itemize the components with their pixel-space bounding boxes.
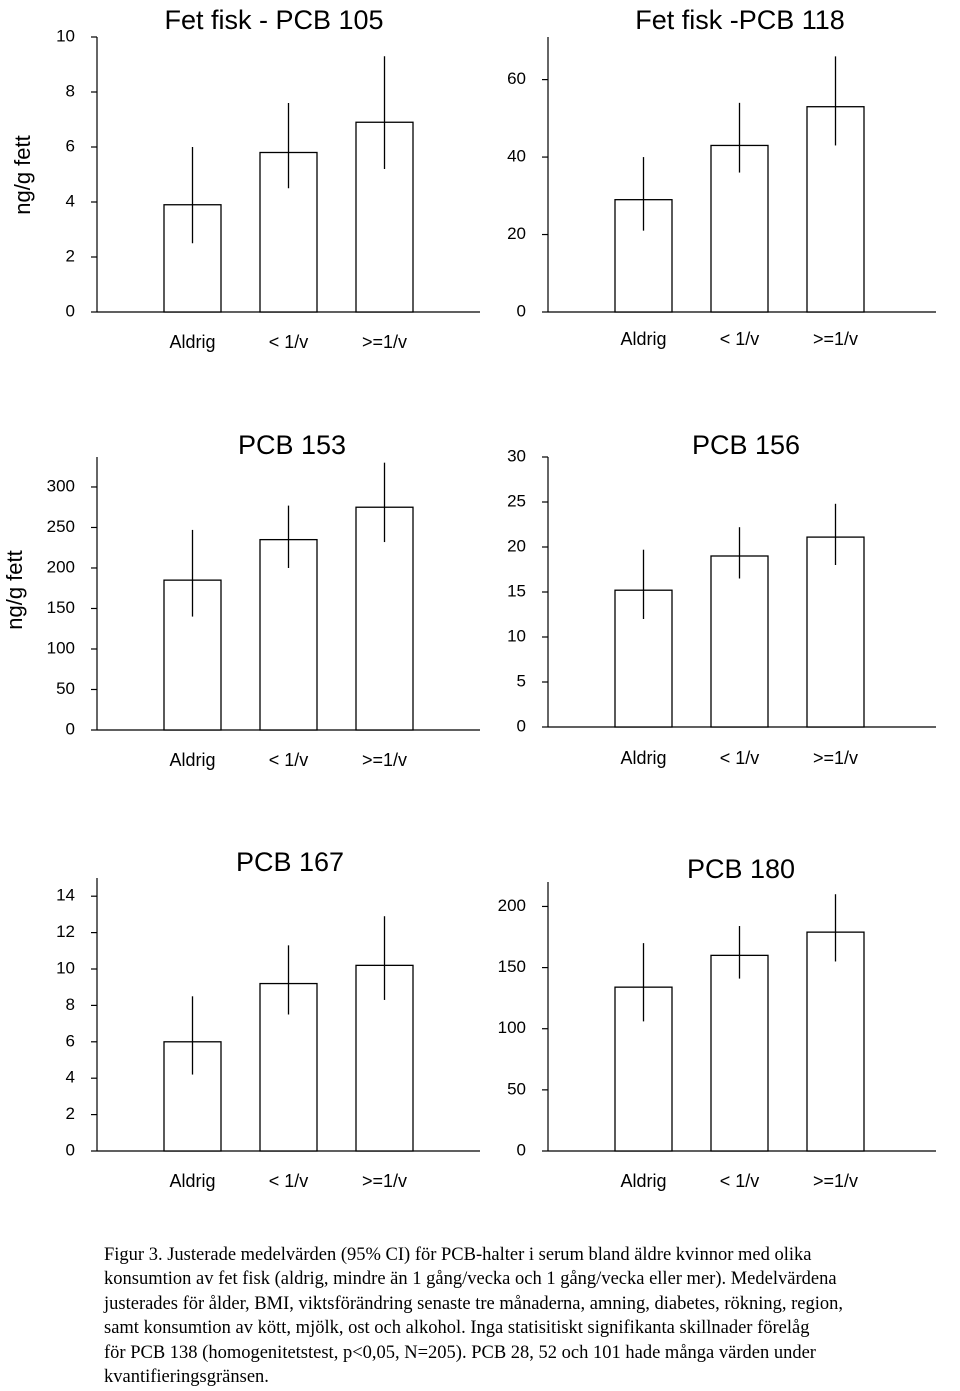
y-tick-label: 0 xyxy=(66,719,75,738)
x-category-label: >=1/v xyxy=(362,1171,407,1191)
bar-1-v xyxy=(710,954,769,1152)
chart-pcb-105: Fet fisk - PCB 105 0 2 4 6 8 10 Aldrig < 1/v >=1/… xyxy=(56,5,480,352)
figure: ng/g fett ng/g fett Fet fisk - PCB 105 0 2… xyxy=(2,5,936,1191)
y-tick-label: 10 xyxy=(56,26,75,45)
chart-pcb-180: PCB 180 0 50 100 150 200 Aldrig < 1/v >=1/v xyxy=(498,854,936,1191)
chart-pcb-156: PCB 156 0 5 10 15 20 25 30 Aldrig < 1/v >=1/v xyxy=(507,430,936,768)
y-tick-label: 0 xyxy=(517,301,526,320)
y-tick-label: 2 xyxy=(66,246,75,265)
x-category-label: >=1/v xyxy=(813,748,858,768)
y-tick-label: 20 xyxy=(507,224,526,243)
bar-1-v xyxy=(806,536,865,728)
chart-title: Fet fisk - PCB 105 xyxy=(164,5,383,35)
chart-title: PCB 167 xyxy=(236,847,344,877)
x-category-label: Aldrig xyxy=(169,332,215,352)
x-category-label: Aldrig xyxy=(169,1171,215,1191)
y-tick-label: 50 xyxy=(507,1079,526,1098)
y-axis-label-middle: ng/g fett xyxy=(2,550,27,630)
y-tick-label: 0 xyxy=(66,301,75,320)
x-category-label: < 1/v xyxy=(269,332,309,352)
y-tick-label: 40 xyxy=(507,147,526,166)
y-tick-label: 8 xyxy=(66,81,75,100)
y-tick-label: 2 xyxy=(66,1104,75,1123)
y-tick-label: 100 xyxy=(498,1018,526,1037)
y-tick-label: 50 xyxy=(56,679,75,698)
y-tick-label: 6 xyxy=(66,1031,75,1050)
y-tick-label: 10 xyxy=(56,958,75,977)
bar-1-v xyxy=(710,555,769,728)
x-category-label: < 1/v xyxy=(269,750,309,770)
y-tick-label: 200 xyxy=(498,896,526,915)
y-tick-label: 25 xyxy=(507,491,526,510)
y-tick-label: 150 xyxy=(47,598,75,617)
chart-pcb-153: PCB 153 0 50 100 150 200 250 300 Aldrig < 1/v >=1/… xyxy=(47,430,480,770)
chart-title: PCB 153 xyxy=(238,430,346,460)
y-tick-label: 14 xyxy=(56,886,75,905)
bar-1-v xyxy=(355,121,414,313)
x-category-label: < 1/v xyxy=(720,329,760,349)
y-tick-label: 150 xyxy=(498,957,526,976)
y-tick-label: 300 xyxy=(47,476,75,495)
y-axis-label-top: ng/g fett xyxy=(10,135,35,215)
chart-title: Fet fisk -PCB 118 xyxy=(635,5,845,35)
y-tick-label: 0 xyxy=(517,716,526,735)
chart-pcb-167: PCB 167 0 2 4 6 8 10 12 14 Aldrig < 1/v >=1/v xyxy=(56,847,480,1191)
y-tick-label: 4 xyxy=(66,1068,75,1087)
bar-1-v xyxy=(355,506,414,731)
y-tick-label: 0 xyxy=(66,1140,75,1159)
chart-title: PCB 180 xyxy=(687,854,795,884)
y-tick-label: 200 xyxy=(47,557,75,576)
y-tick-label: 20 xyxy=(507,536,526,555)
bar-1-v xyxy=(710,144,769,313)
chart-pcb-118: Fet fisk -PCB 118 0 20 40 60 Aldrig < 1/v >=1/v xyxy=(507,5,936,349)
y-tick-label: 8 xyxy=(66,995,75,1014)
bar-1-v xyxy=(259,538,318,731)
y-tick-label: 15 xyxy=(507,581,526,600)
x-category-label: Aldrig xyxy=(620,748,666,768)
y-tick-label: 250 xyxy=(47,517,75,536)
y-tick-label: 10 xyxy=(507,626,526,645)
y-tick-label: 0 xyxy=(517,1140,526,1159)
x-category-label: >=1/v xyxy=(362,332,407,352)
y-tick-label: 60 xyxy=(507,69,526,88)
bar-1-v xyxy=(806,931,865,1152)
x-category-label: < 1/v xyxy=(720,1171,760,1191)
x-category-label: >=1/v xyxy=(813,1171,858,1191)
x-category-label: Aldrig xyxy=(169,750,215,770)
x-category-label: >=1/v xyxy=(813,329,858,349)
y-tick-label: 5 xyxy=(517,671,526,690)
x-category-label: Aldrig xyxy=(620,329,666,349)
y-tick-label: 100 xyxy=(47,638,75,657)
y-tick-label: 12 xyxy=(56,922,75,941)
x-category-label: < 1/v xyxy=(720,748,760,768)
y-tick-label: 30 xyxy=(507,446,526,465)
figure-caption: Figur 3. Justerade medelvärden (95% CI) … xyxy=(104,1245,844,1388)
y-tick-label: 4 xyxy=(66,191,75,210)
x-category-label: Aldrig xyxy=(620,1171,666,1191)
chart-title: PCB 156 xyxy=(692,430,800,460)
x-category-label: >=1/v xyxy=(362,750,407,770)
x-category-label: < 1/v xyxy=(269,1171,309,1191)
y-tick-label: 6 xyxy=(66,136,75,155)
